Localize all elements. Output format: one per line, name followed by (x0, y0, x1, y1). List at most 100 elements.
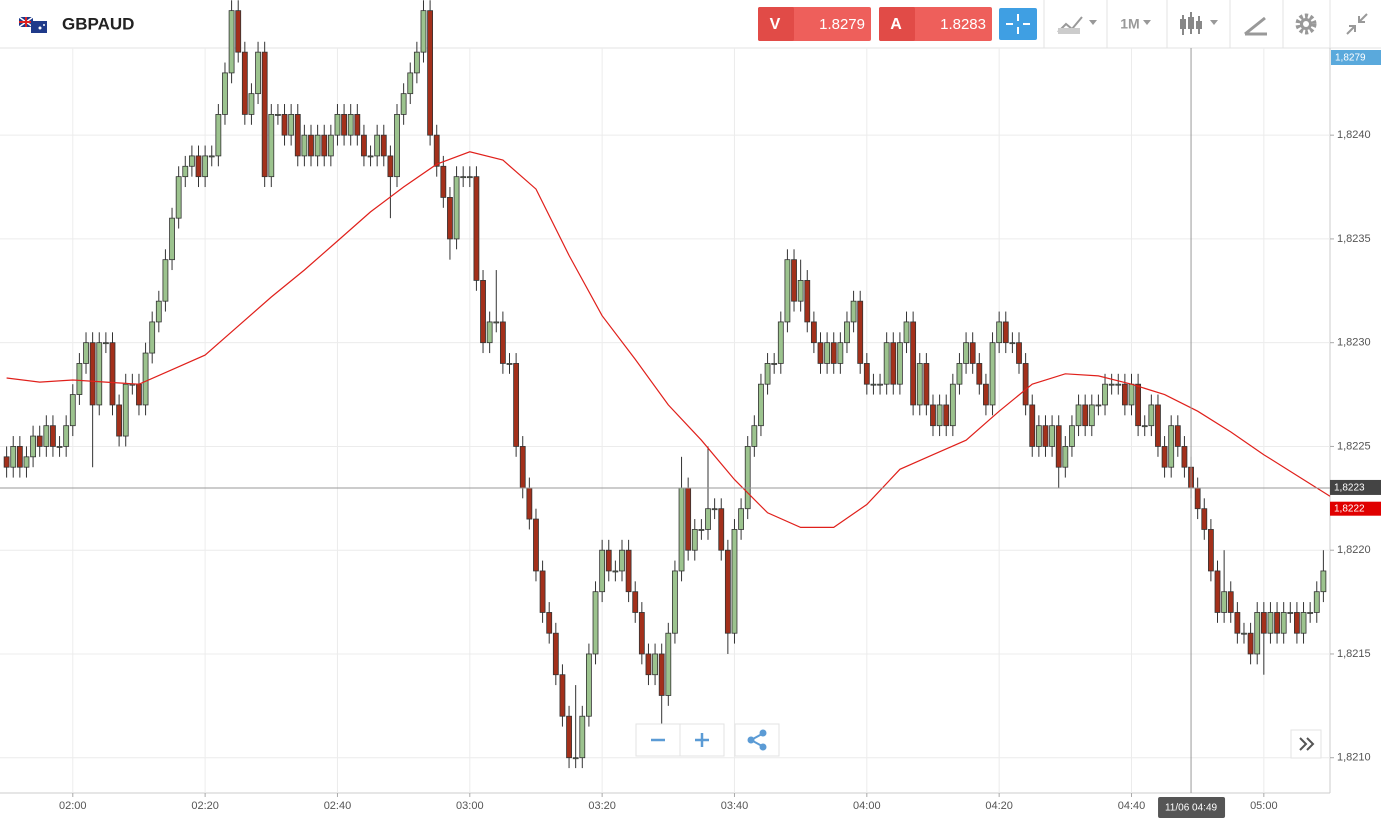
candle-body (1042, 425, 1049, 447)
candle-body (1009, 342, 1016, 345)
zoom-in-button[interactable] (679, 723, 725, 757)
scroll-right-button[interactable] (1290, 729, 1322, 759)
candle-body (744, 446, 751, 510)
x-tick-label: 04:40 (1118, 800, 1146, 812)
candle-body (989, 342, 996, 406)
candle-body (354, 114, 361, 136)
candle-body (658, 653, 665, 696)
share-button[interactable] (734, 723, 780, 757)
candle-body (963, 342, 969, 364)
candle-body (539, 570, 546, 613)
candle-body (69, 394, 76, 427)
candle-body (850, 300, 857, 323)
x-tick-label: 02:40 (324, 800, 352, 812)
candle-body (698, 529, 705, 531)
candle-body (1181, 446, 1188, 468)
candle-body (969, 342, 976, 364)
candle-body (1227, 591, 1234, 613)
candle-body (625, 549, 632, 593)
y-tick-label: 1,8210 (1337, 752, 1371, 764)
candle-body (308, 134, 314, 157)
candle-body (949, 383, 956, 427)
header-bg (0, 0, 1381, 48)
candle-body (268, 114, 275, 178)
crosshair-time-label: 11/06 04:49 (1165, 803, 1218, 814)
candle-body (1029, 404, 1036, 447)
candle-body (294, 114, 301, 157)
candle-body (1128, 383, 1135, 406)
timeframe-button[interactable]: 1M (1120, 16, 1151, 32)
candle-body (248, 93, 255, 115)
candle-body (956, 363, 963, 385)
candle-body (1274, 612, 1280, 634)
symbol: GBPAUD (62, 14, 134, 33)
candle-body (374, 134, 381, 157)
candle-body (685, 487, 692, 551)
candle-body (612, 570, 619, 573)
x-tick-label: 03:00 (456, 800, 484, 812)
candle-body (817, 342, 824, 364)
candle-body (652, 653, 658, 676)
candle-body (301, 134, 308, 157)
candle-body (764, 363, 771, 385)
candle-body (771, 363, 778, 365)
candle-body (43, 425, 50, 447)
candle-body (916, 363, 923, 406)
candle-body (1287, 612, 1294, 614)
candle-body (420, 10, 427, 53)
candle-body (1241, 632, 1247, 635)
candle-body (810, 321, 817, 344)
candle-body (89, 342, 96, 406)
candle-body (1095, 404, 1102, 407)
indicator-button[interactable] (1057, 16, 1097, 34)
zoom-out-button[interactable] (635, 723, 681, 757)
candle-body (175, 176, 182, 219)
sell-button[interactable]: V 1.8279 (758, 7, 871, 41)
x-tick-label: 04:20 (985, 800, 1013, 812)
candle-body (327, 134, 334, 157)
candle-body (460, 176, 467, 179)
candle-body (83, 342, 89, 364)
candle-body (499, 321, 506, 364)
candle-body (870, 383, 877, 386)
crosshair-price-tag (1330, 479, 1381, 495)
candle-body (56, 446, 63, 448)
crosshair-price-label: 1,8223 (1334, 483, 1365, 494)
candle-body (400, 93, 407, 115)
candle-body (731, 529, 738, 634)
crosshair-time-box (1158, 797, 1226, 818)
candle-body (844, 321, 850, 344)
candle-body (23, 456, 30, 468)
buy-price: 1.8283 (940, 16, 986, 33)
draw-button[interactable] (1244, 16, 1267, 36)
candle-body (493, 321, 500, 324)
candle-body (473, 176, 480, 281)
x-tick-label: 02:20 (191, 800, 219, 812)
chart-type-button[interactable] (1180, 12, 1218, 35)
candle-body (188, 155, 195, 167)
buy-button[interactable]: A 1.8283 (879, 7, 992, 41)
crosshair-button[interactable] (999, 8, 1037, 40)
candle-body (586, 653, 592, 717)
candle-body (407, 72, 414, 95)
candle-body (592, 591, 599, 655)
candle-body (361, 134, 367, 157)
candle-body (758, 383, 764, 427)
timeframe: 1M (1120, 16, 1139, 32)
candle-body (1201, 508, 1208, 530)
candle-body (182, 165, 189, 178)
candle-body (1155, 404, 1161, 447)
candle-body (897, 342, 903, 385)
candle-body (136, 383, 142, 406)
settings-button[interactable] (1295, 13, 1317, 35)
candle-body (76, 363, 83, 395)
candle-body (672, 570, 678, 634)
collapse-button[interactable] (1346, 13, 1368, 35)
candle-body (195, 155, 202, 178)
candle-body (930, 404, 936, 427)
candle-body (334, 114, 341, 136)
candle-body (599, 549, 606, 593)
candle-body (380, 134, 387, 157)
